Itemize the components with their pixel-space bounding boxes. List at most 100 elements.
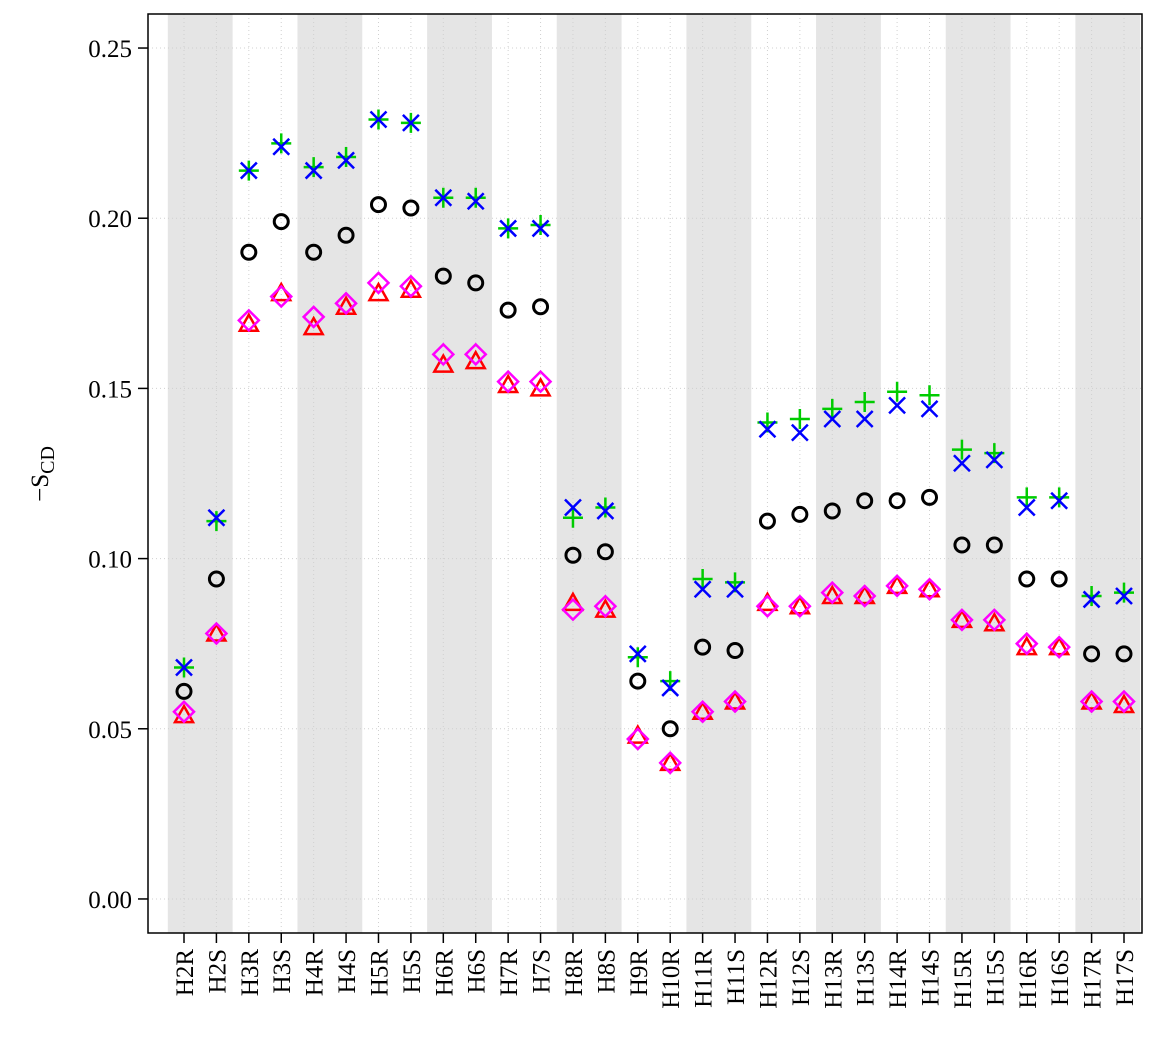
point-plus [562,507,583,528]
point-cross [402,114,420,132]
point-diamond [204,621,229,646]
point-diamond [788,594,812,619]
point-plus [627,647,648,668]
point-circle [953,536,971,554]
y-label-sub: CD [37,446,59,474]
x-tick-label: H3R [237,949,264,997]
point-cross [953,454,971,473]
band [167,14,233,933]
point-diamond [172,699,196,724]
point-circle [337,226,355,244]
point-plus [1114,582,1134,603]
point-diamond [885,574,909,598]
point-cross [272,137,291,156]
point-diamond [431,342,456,367]
point-diamond [561,597,585,622]
plot-frame [147,13,1143,934]
band [945,14,1011,933]
point-diamond [496,369,520,394]
point-circle [888,492,906,510]
point-circle [758,512,776,530]
point-circle [467,274,485,292]
point-cross [1082,590,1101,609]
point-circle [921,488,939,506]
point-triangle [561,591,585,612]
point-circle [532,298,550,316]
point-plus [887,381,908,402]
point-circle [694,638,712,656]
y-tick-label: 0.25 [88,36,132,63]
x-tick-label: H3S [269,949,296,993]
y-tick-label: 0.15 [88,376,132,403]
x-tick-label: H9R [626,949,653,997]
point-triangle [205,621,228,642]
x-tick-label: H10R [658,949,685,1009]
point-plus [919,385,940,406]
y-tick-label: 0.20 [88,206,132,233]
band [427,14,492,933]
point-plus [595,497,616,518]
point-cross [207,508,226,527]
point-circle [1083,645,1101,663]
point-circle [240,243,258,261]
point-triangle [950,608,974,629]
band [816,14,881,933]
point-triangle [659,751,682,772]
point-diamond [1014,631,1039,656]
x-tick-label: H17S [1112,949,1139,1006]
point-triangle [853,584,876,605]
point-cross [1017,498,1036,517]
y-tick-label: 0.05 [88,717,132,744]
point-circle [272,213,290,231]
point-diamond [852,584,877,608]
point-plus [206,511,227,532]
x-tick-label: H2S [204,949,231,993]
x-tick-label: H16R [1015,949,1042,1009]
point-plus [692,569,713,590]
band [556,14,622,933]
point-circle [402,199,420,217]
point-triangle [885,574,909,595]
y-tick-label: 0.10 [88,547,132,574]
point-triangle [691,700,714,721]
point-diamond [237,308,261,333]
point-cross [1050,491,1069,510]
x-tick-label: H14S [918,949,945,1006]
point-cross [693,580,712,599]
point-cross [661,679,680,697]
point-plus [789,409,810,430]
point-diamond [269,284,294,309]
x-tick-label: H2R [172,949,199,997]
point-cross [726,580,744,599]
point-plus [854,392,875,413]
point-diamond [658,751,682,775]
point-plus [271,133,292,154]
point-circle [985,536,1003,554]
x-tick-label: H5S [399,949,426,993]
point-diamond [755,594,780,619]
point-diamond [626,727,650,751]
point-diamond [1047,635,1071,659]
y-label-main: −S [27,474,54,502]
point-cross [920,399,939,418]
marks [172,109,1136,775]
band [686,14,752,933]
point-cross [596,502,615,520]
point-diamond [528,369,553,394]
x-tick-label: H7S [529,949,556,993]
point-circle [499,301,517,319]
point-cross [531,219,550,238]
point-circle [1018,570,1036,588]
x-tick-label: H6S [464,949,491,993]
x-tick-label: H4R [302,949,329,997]
point-diamond [301,305,326,329]
point-plus [303,157,324,178]
point-cross [466,192,485,211]
point-plus [465,187,486,208]
point-triangle [723,689,747,710]
x-tick-label: H7R [496,949,523,997]
band [297,14,363,933]
point-circle [661,720,679,738]
point-diamond [1079,689,1104,714]
